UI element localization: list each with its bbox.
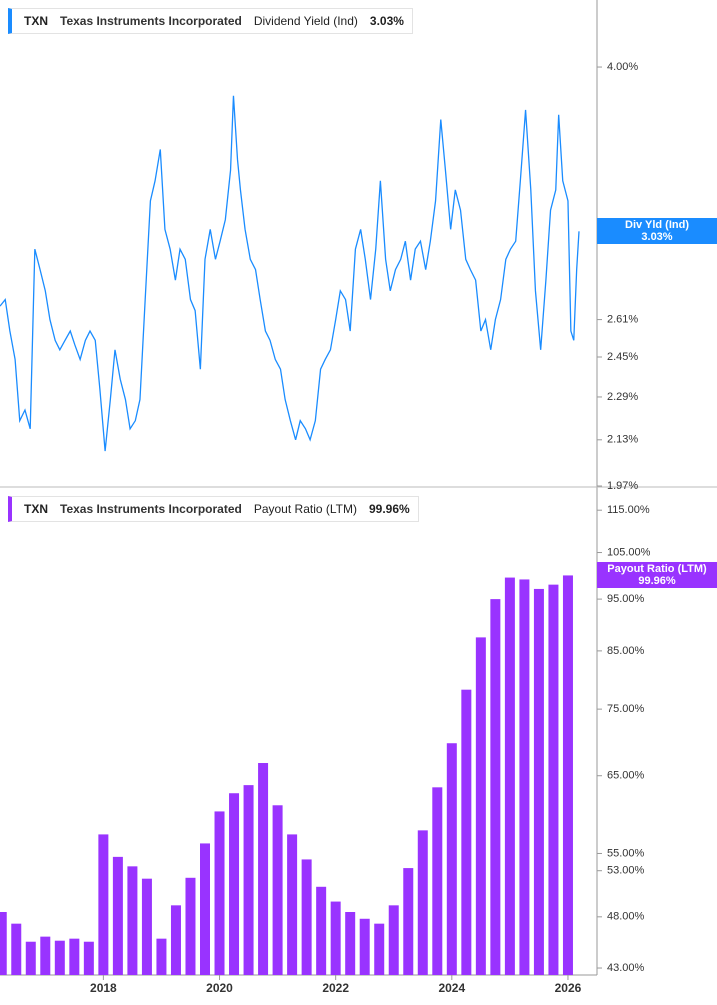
bar — [243, 785, 254, 975]
legend-value: 99.96% — [368, 502, 410, 516]
bar — [316, 886, 327, 975]
bar — [504, 577, 515, 975]
x-tick-label: 2026 — [555, 981, 582, 995]
ticker: TXN — [24, 502, 48, 516]
last-value-badge: Payout Ratio (LTM) 99.96% — [597, 562, 717, 589]
bar — [374, 923, 385, 975]
bar — [403, 868, 414, 975]
badge-value: 3.03% — [641, 231, 673, 244]
y-tick-label: 1.97% — [607, 480, 638, 492]
legend-series: Dividend Yield (Ind) — [253, 14, 358, 28]
y-tick-label: 43.00% — [607, 962, 645, 974]
bar — [490, 599, 501, 975]
y-tick-label: 95.00% — [607, 593, 645, 605]
legend: TXN Texas Instruments Incorporated Payou… — [8, 496, 419, 522]
y-tick-label: 75.00% — [607, 703, 645, 715]
y-tick-label: 48.00% — [607, 911, 645, 923]
legend-series: Payout Ratio (LTM) — [253, 502, 357, 516]
bar — [272, 805, 283, 975]
last-value-badge: Div Yld (Ind) 3.03% — [597, 218, 717, 245]
bar — [548, 584, 559, 975]
y-tick-label: 85.00% — [607, 645, 645, 657]
bar — [229, 793, 240, 975]
bar — [475, 637, 486, 975]
y-tick-label: 65.00% — [607, 770, 645, 782]
company: Texas Instruments Incorporated — [60, 14, 242, 28]
bar — [214, 811, 225, 975]
bar — [446, 743, 457, 975]
company: Texas Instruments Incorporated — [60, 502, 242, 516]
bar — [533, 588, 544, 975]
bar — [40, 936, 51, 975]
y-tick-label: 2.29% — [607, 391, 638, 403]
bar — [562, 575, 573, 975]
bar — [69, 938, 80, 975]
bar — [83, 941, 94, 975]
bar — [359, 918, 370, 975]
bar — [141, 878, 152, 975]
bar — [185, 877, 196, 975]
bar — [54, 940, 65, 975]
x-tick-label: 2024 — [438, 981, 465, 995]
bar — [25, 941, 36, 975]
bar — [417, 830, 428, 975]
y-tick-label: 2.61% — [607, 313, 638, 325]
ticker: TXN — [24, 14, 48, 28]
y-tick-label: 4.00% — [607, 61, 638, 73]
y-tick-label: 115.00% — [607, 504, 650, 516]
y-tick-label: 55.00% — [607, 847, 645, 859]
bar — [258, 763, 269, 975]
bar — [200, 843, 211, 975]
legend: TXN Texas Instruments Incorporated Divid… — [8, 8, 413, 34]
legend-value: 3.03% — [369, 14, 404, 28]
bar — [432, 787, 443, 975]
x-tick-label: 2022 — [322, 981, 349, 995]
bar — [461, 689, 472, 975]
badge-value: 99.96% — [638, 575, 676, 588]
bar — [519, 579, 530, 975]
bar — [127, 866, 138, 975]
bar — [330, 901, 341, 975]
x-tick-label: 2018 — [90, 981, 117, 995]
y-tick-label: 2.13% — [607, 434, 638, 446]
bar — [388, 905, 399, 975]
y-tick-label: 53.00% — [607, 865, 645, 877]
y-tick-label: 105.00% — [607, 546, 651, 558]
bar — [345, 912, 356, 975]
bar — [11, 923, 22, 975]
bar — [98, 834, 109, 975]
bar — [0, 912, 7, 975]
bar — [287, 834, 298, 975]
y-tick-label: 2.45% — [607, 351, 638, 363]
bar — [170, 905, 181, 975]
badge-label: Div Yld (Ind) — [625, 219, 689, 232]
bar — [156, 938, 167, 975]
x-tick-label: 2020 — [206, 981, 233, 995]
line-series — [0, 95, 580, 452]
bar — [112, 856, 123, 975]
badge-label: Payout Ratio (LTM) — [607, 563, 707, 576]
bar — [301, 859, 312, 975]
